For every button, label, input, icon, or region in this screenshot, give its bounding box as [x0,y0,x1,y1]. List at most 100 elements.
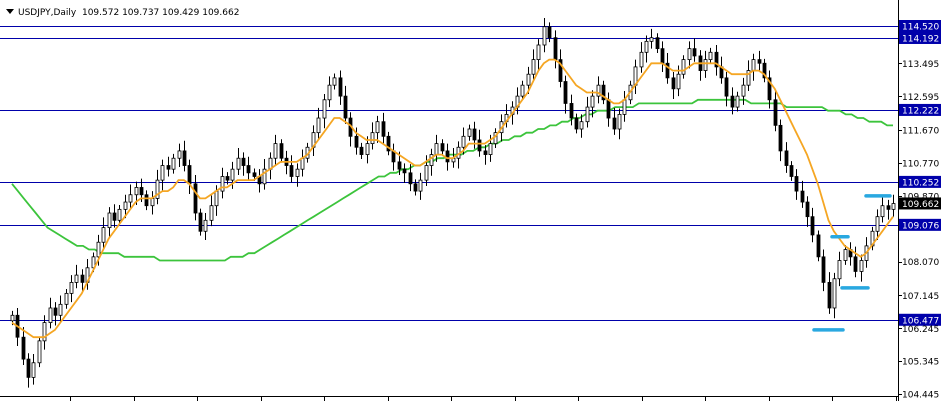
candle-body [762,62,767,79]
candle-body [112,212,117,221]
candle-body [343,95,348,119]
candle-body [424,165,429,181]
price-tick-label: 112.222 [902,106,939,116]
candle-body [665,62,670,79]
slow-ma-path [11,98,893,262]
candle-body [445,150,450,163]
candle-body [48,307,53,323]
plot-background [0,0,898,401]
candle-body [853,256,858,272]
candle-body [139,187,144,196]
candle-body [687,48,692,61]
candle-body [751,59,756,71]
candle-body [64,292,69,305]
candle-body [434,143,439,155]
candle-body [741,84,746,97]
candle-body [757,59,762,64]
candle-body [859,260,864,272]
candle-body [531,59,536,75]
price-tick-label: 110.770 [902,159,939,169]
candle-body [735,95,740,108]
candle-body [128,194,133,203]
candle-body [639,51,644,68]
candle-body [279,143,284,159]
candle-body [579,121,584,130]
candle-body [585,106,590,123]
price-tick-label: 112.595 [902,93,939,103]
candle-body [891,203,896,210]
candle-body [655,37,660,50]
candle-body [746,70,751,86]
candle-body [375,121,380,134]
candle-body [488,143,493,155]
price-tick-label: 111.670 [902,127,939,137]
candle-body [354,135,359,148]
horizontal-levels [0,26,898,321]
candle-body [418,179,423,192]
candle-body [724,77,729,97]
candle-body [843,249,848,261]
candle-body [461,135,466,148]
price-tick-label: 114.520 [902,23,939,33]
candle-body [96,241,101,258]
candle-body [262,168,267,185]
candle-body [542,26,547,46]
fast-ma-path [11,58,894,339]
candle-body [397,161,402,170]
candle-body [563,81,568,104]
candle-body [886,205,891,210]
candle-body [273,143,278,159]
candle-body [42,322,47,342]
candle-body [402,168,407,174]
candle-body [805,201,810,218]
price-label-box [899,218,941,231]
candle-body [547,26,552,39]
candle-body [300,157,305,170]
candle-body [483,150,488,155]
candle-body [144,194,149,207]
price-tick-label: 109.662 [902,200,939,210]
drawn-markers [812,194,892,332]
candle-body [789,165,794,177]
candle-body [26,358,31,378]
candle-body [832,278,837,309]
candle-body [241,157,246,166]
price-label-box [899,175,941,188]
candle-body [558,59,563,82]
candle-body [209,205,214,221]
candle-body [214,190,219,207]
candle-body [606,99,611,119]
current-price-box [899,197,941,210]
candle-body [440,143,445,152]
candle-body [166,165,171,170]
candle-body [101,227,106,243]
candle-body [660,48,665,64]
candle-body [472,128,477,141]
candle-body [800,190,805,203]
price-tick-label: 108.070 [902,258,939,268]
price-label-box [899,31,941,44]
candle-body [365,143,370,155]
candle-body [37,340,42,364]
candle-body [408,172,413,185]
candle-body [31,362,36,378]
candle-body [810,216,815,236]
candle-body [413,183,418,192]
candle-body [714,51,719,68]
candle-body [370,132,375,145]
candle-body [155,179,160,199]
candle-body [477,139,482,152]
candle-body [193,183,198,214]
candle-body [74,274,79,283]
candle-body [821,256,826,283]
candle-body [10,314,15,322]
candle-body [338,77,343,97]
candle-body [21,336,26,360]
candle-body [322,99,327,119]
price-tick-label: 105.345 [902,358,939,368]
candle-body [58,303,63,316]
candle-body [236,157,241,170]
